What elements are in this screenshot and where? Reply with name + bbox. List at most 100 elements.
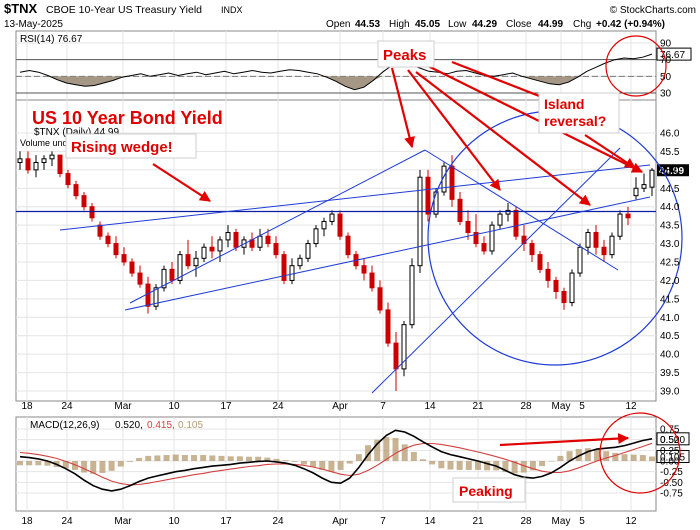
x-tick-label: 12 — [625, 516, 637, 527]
candle-body — [137, 272, 143, 285]
candle-body — [497, 213, 503, 226]
macd-histogram-bar — [17, 461, 23, 466]
trend-line — [424, 149, 619, 271]
candle-body — [305, 243, 311, 259]
macd-histogram-bar — [117, 461, 124, 467]
exchange-label: INDX — [221, 5, 243, 15]
macd-histogram-bar — [484, 461, 491, 471]
candle-body — [201, 246, 207, 259]
macd-histogram-bar — [255, 456, 262, 461]
macd-histogram-bar — [383, 437, 390, 461]
candle-body — [361, 265, 367, 274]
price-tick-label: 45.5 — [660, 147, 680, 158]
macd-legend-macd: 0.520, — [115, 420, 143, 431]
price-tick-label: 42.0 — [660, 276, 680, 287]
rsi-panel-frame — [15, 30, 657, 101]
x-tick-label: 17 — [220, 516, 232, 527]
axis-layer: 18 18 24 24 Mar Mar 10 10 17 17 24 24 Apr Apr 7 7 14 14 21… — [21, 39, 683, 528]
candle-body — [561, 290, 567, 304]
wedge-label: Rising wedge! — [71, 139, 173, 156]
macd-tick-label: 0.75 — [660, 425, 680, 436]
peaking-label-box — [452, 477, 526, 503]
macd-histogram-bar — [539, 461, 546, 467]
candle-body — [57, 154, 63, 175]
chg-value: +0.42 (+0.94%) — [596, 19, 665, 30]
annotation-arrow — [415, 71, 591, 206]
macd-histogram-bar — [529, 461, 536, 471]
rsi-highlight-circle — [605, 35, 667, 97]
macd-histogram-bar — [502, 461, 509, 473]
macd-histogram-bar — [172, 454, 179, 461]
macd-histogram-bar — [520, 461, 527, 473]
candle-body — [313, 228, 319, 245]
macd-highlight-circle — [599, 412, 681, 494]
macd-histogram-bar — [649, 456, 655, 461]
candle-body — [161, 268, 167, 289]
rsi-current-box — [656, 47, 692, 61]
macd-histogram-bar — [319, 461, 326, 470]
candle-body — [545, 268, 551, 281]
candle-body — [25, 158, 31, 171]
trend-line — [129, 149, 426, 304]
macd-histogram-bar — [191, 455, 198, 461]
macd-histogram-bar — [35, 461, 42, 466]
x-tick-label: 5 — [579, 401, 585, 412]
candle-body — [281, 254, 287, 281]
candle-body — [193, 257, 199, 267]
macd-line — [19, 429, 653, 492]
rsi-oversold-fill — [20, 76, 652, 90]
chart-date: 13-May-2025 — [4, 19, 63, 30]
annotation-arrow — [427, 65, 643, 173]
candle-body — [345, 235, 351, 256]
macd-histogram-bar — [108, 461, 115, 471]
candle-body — [449, 165, 455, 200]
macd-histogram-bar — [584, 448, 591, 461]
macd-tick-label: 0.00 — [660, 457, 680, 468]
candle-body — [321, 220, 327, 230]
macd-histogram-bar — [420, 459, 427, 461]
macd-histogram-bar — [300, 461, 307, 465]
macd-histogram-bar — [236, 456, 243, 461]
x-tick-label: Mar — [114, 401, 132, 412]
high-value: 45.05 — [415, 19, 440, 30]
candle-body — [585, 232, 591, 248]
x-tick-label: 14 — [424, 401, 436, 412]
candle-body — [473, 232, 479, 245]
price-legend: $TNX (Daily) 44.99 — [34, 127, 119, 138]
macd-histogram-bar — [282, 460, 289, 461]
macd-legend-signal: 0.415, — [147, 420, 175, 431]
candle-body — [49, 154, 55, 160]
macd-histogram-bar — [218, 455, 225, 461]
macd-histogram-bar — [566, 451, 573, 461]
hist-current-label: 0.105 — [660, 453, 685, 464]
macd-histogram-bar — [355, 454, 362, 461]
macd-legend: MACD(12,26,9) 0.520, 0.415, 0.105 — [30, 420, 203, 431]
price-tick-label: 40.0 — [660, 350, 680, 361]
price-current-box — [657, 164, 689, 177]
x-tick-label: 12 — [625, 401, 637, 412]
candle-body — [209, 246, 215, 252]
candle-body — [425, 176, 431, 215]
macd-histogram-bar — [594, 449, 601, 461]
island-label-line-2: reversal? — [544, 113, 606, 129]
x-tick-label: 10 — [168, 516, 180, 527]
macd-histogram-bar — [291, 461, 298, 462]
candle-body — [185, 254, 191, 267]
peaking-label: Peaking — [459, 483, 513, 499]
x-tick-label: 18 — [21, 401, 33, 412]
candle-body — [569, 272, 575, 304]
low-value: 44.29 — [472, 19, 497, 30]
open-value: 44.53 — [355, 19, 380, 30]
x-tick-label: 24 — [61, 516, 73, 527]
candle-body — [577, 246, 583, 274]
candle-body — [233, 232, 239, 248]
x-tick-label: 28 — [520, 516, 532, 527]
candle-body — [385, 309, 391, 344]
macd-histogram-bar — [557, 455, 564, 461]
macd-histogram-bar — [145, 455, 152, 461]
x-tick-label: 24 — [272, 401, 284, 412]
candle-body — [513, 209, 519, 237]
x-tick-label: 10 — [168, 401, 180, 412]
macd-tick-label: -0.50 — [660, 478, 683, 489]
candle-body — [289, 265, 295, 281]
